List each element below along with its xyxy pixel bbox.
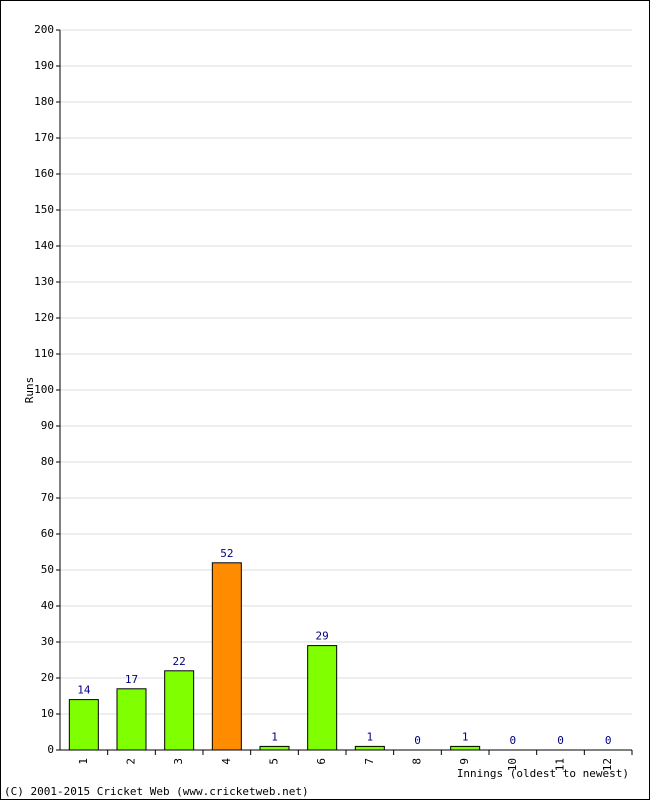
x-tick-label: 4	[220, 758, 233, 765]
x-tick-label: 11	[554, 758, 567, 771]
y-tick-label: 20	[41, 671, 54, 684]
y-tick-label: 150	[34, 203, 54, 216]
y-tick-label: 180	[34, 95, 54, 108]
x-tick-label: 10	[506, 758, 519, 771]
x-tick-label: 2	[125, 758, 138, 765]
y-tick-label: 80	[41, 455, 54, 468]
value-label: 0	[557, 734, 564, 747]
value-label: 0	[605, 734, 612, 747]
x-tick-label: 1	[77, 758, 90, 765]
x-tick-label: 6	[315, 758, 328, 765]
y-tick-label: 100	[34, 383, 54, 396]
value-label: 17	[125, 673, 138, 686]
value-label: 22	[173, 655, 186, 668]
y-tick-label: 10	[41, 707, 54, 720]
value-label: 1	[367, 730, 374, 743]
y-tick-label: 50	[41, 563, 54, 576]
bar	[68, 699, 99, 751]
x-tick-label: 3	[172, 758, 185, 765]
value-label: 0	[510, 734, 517, 747]
value-label: 52	[220, 547, 233, 560]
x-tick-label: 5	[268, 758, 281, 765]
y-tick-label: 190	[34, 59, 54, 72]
bar	[116, 688, 147, 751]
x-axis-label: Innings (oldest to newest)	[457, 767, 629, 780]
x-tick-label: 9	[458, 758, 471, 765]
y-tick-label: 160	[34, 167, 54, 180]
bar	[259, 745, 290, 751]
bar	[211, 562, 242, 751]
value-label: 29	[316, 630, 329, 643]
bar	[307, 645, 338, 751]
value-label: 14	[77, 684, 91, 697]
x-tick-label: 12	[601, 758, 614, 771]
y-tick-label: 0	[47, 743, 54, 756]
y-tick-label: 70	[41, 491, 54, 504]
y-tick-label: 120	[34, 311, 54, 324]
y-tick-label: 170	[34, 131, 54, 144]
value-label: 1	[462, 730, 469, 743]
y-tick-label: 60	[41, 527, 54, 540]
bar	[450, 745, 481, 751]
bar	[164, 670, 195, 751]
y-tick-label: 140	[34, 239, 54, 252]
y-tick-label: 30	[41, 635, 54, 648]
x-tick-label: 8	[411, 758, 424, 765]
y-tick-label: 40	[41, 599, 54, 612]
value-label: 0	[414, 734, 421, 747]
x-tick-label: 7	[363, 758, 376, 765]
y-tick-label: 110	[34, 347, 54, 360]
footer: (C) 2001-2015 Cricket Web (www.cricketwe…	[4, 785, 309, 798]
y-axis-label: Runs	[23, 377, 36, 404]
y-tick-label: 130	[34, 275, 54, 288]
y-tick-label: 90	[41, 419, 54, 432]
value-label: 1	[271, 730, 278, 743]
y-tick-label: 200	[34, 23, 54, 36]
bar	[354, 745, 385, 751]
